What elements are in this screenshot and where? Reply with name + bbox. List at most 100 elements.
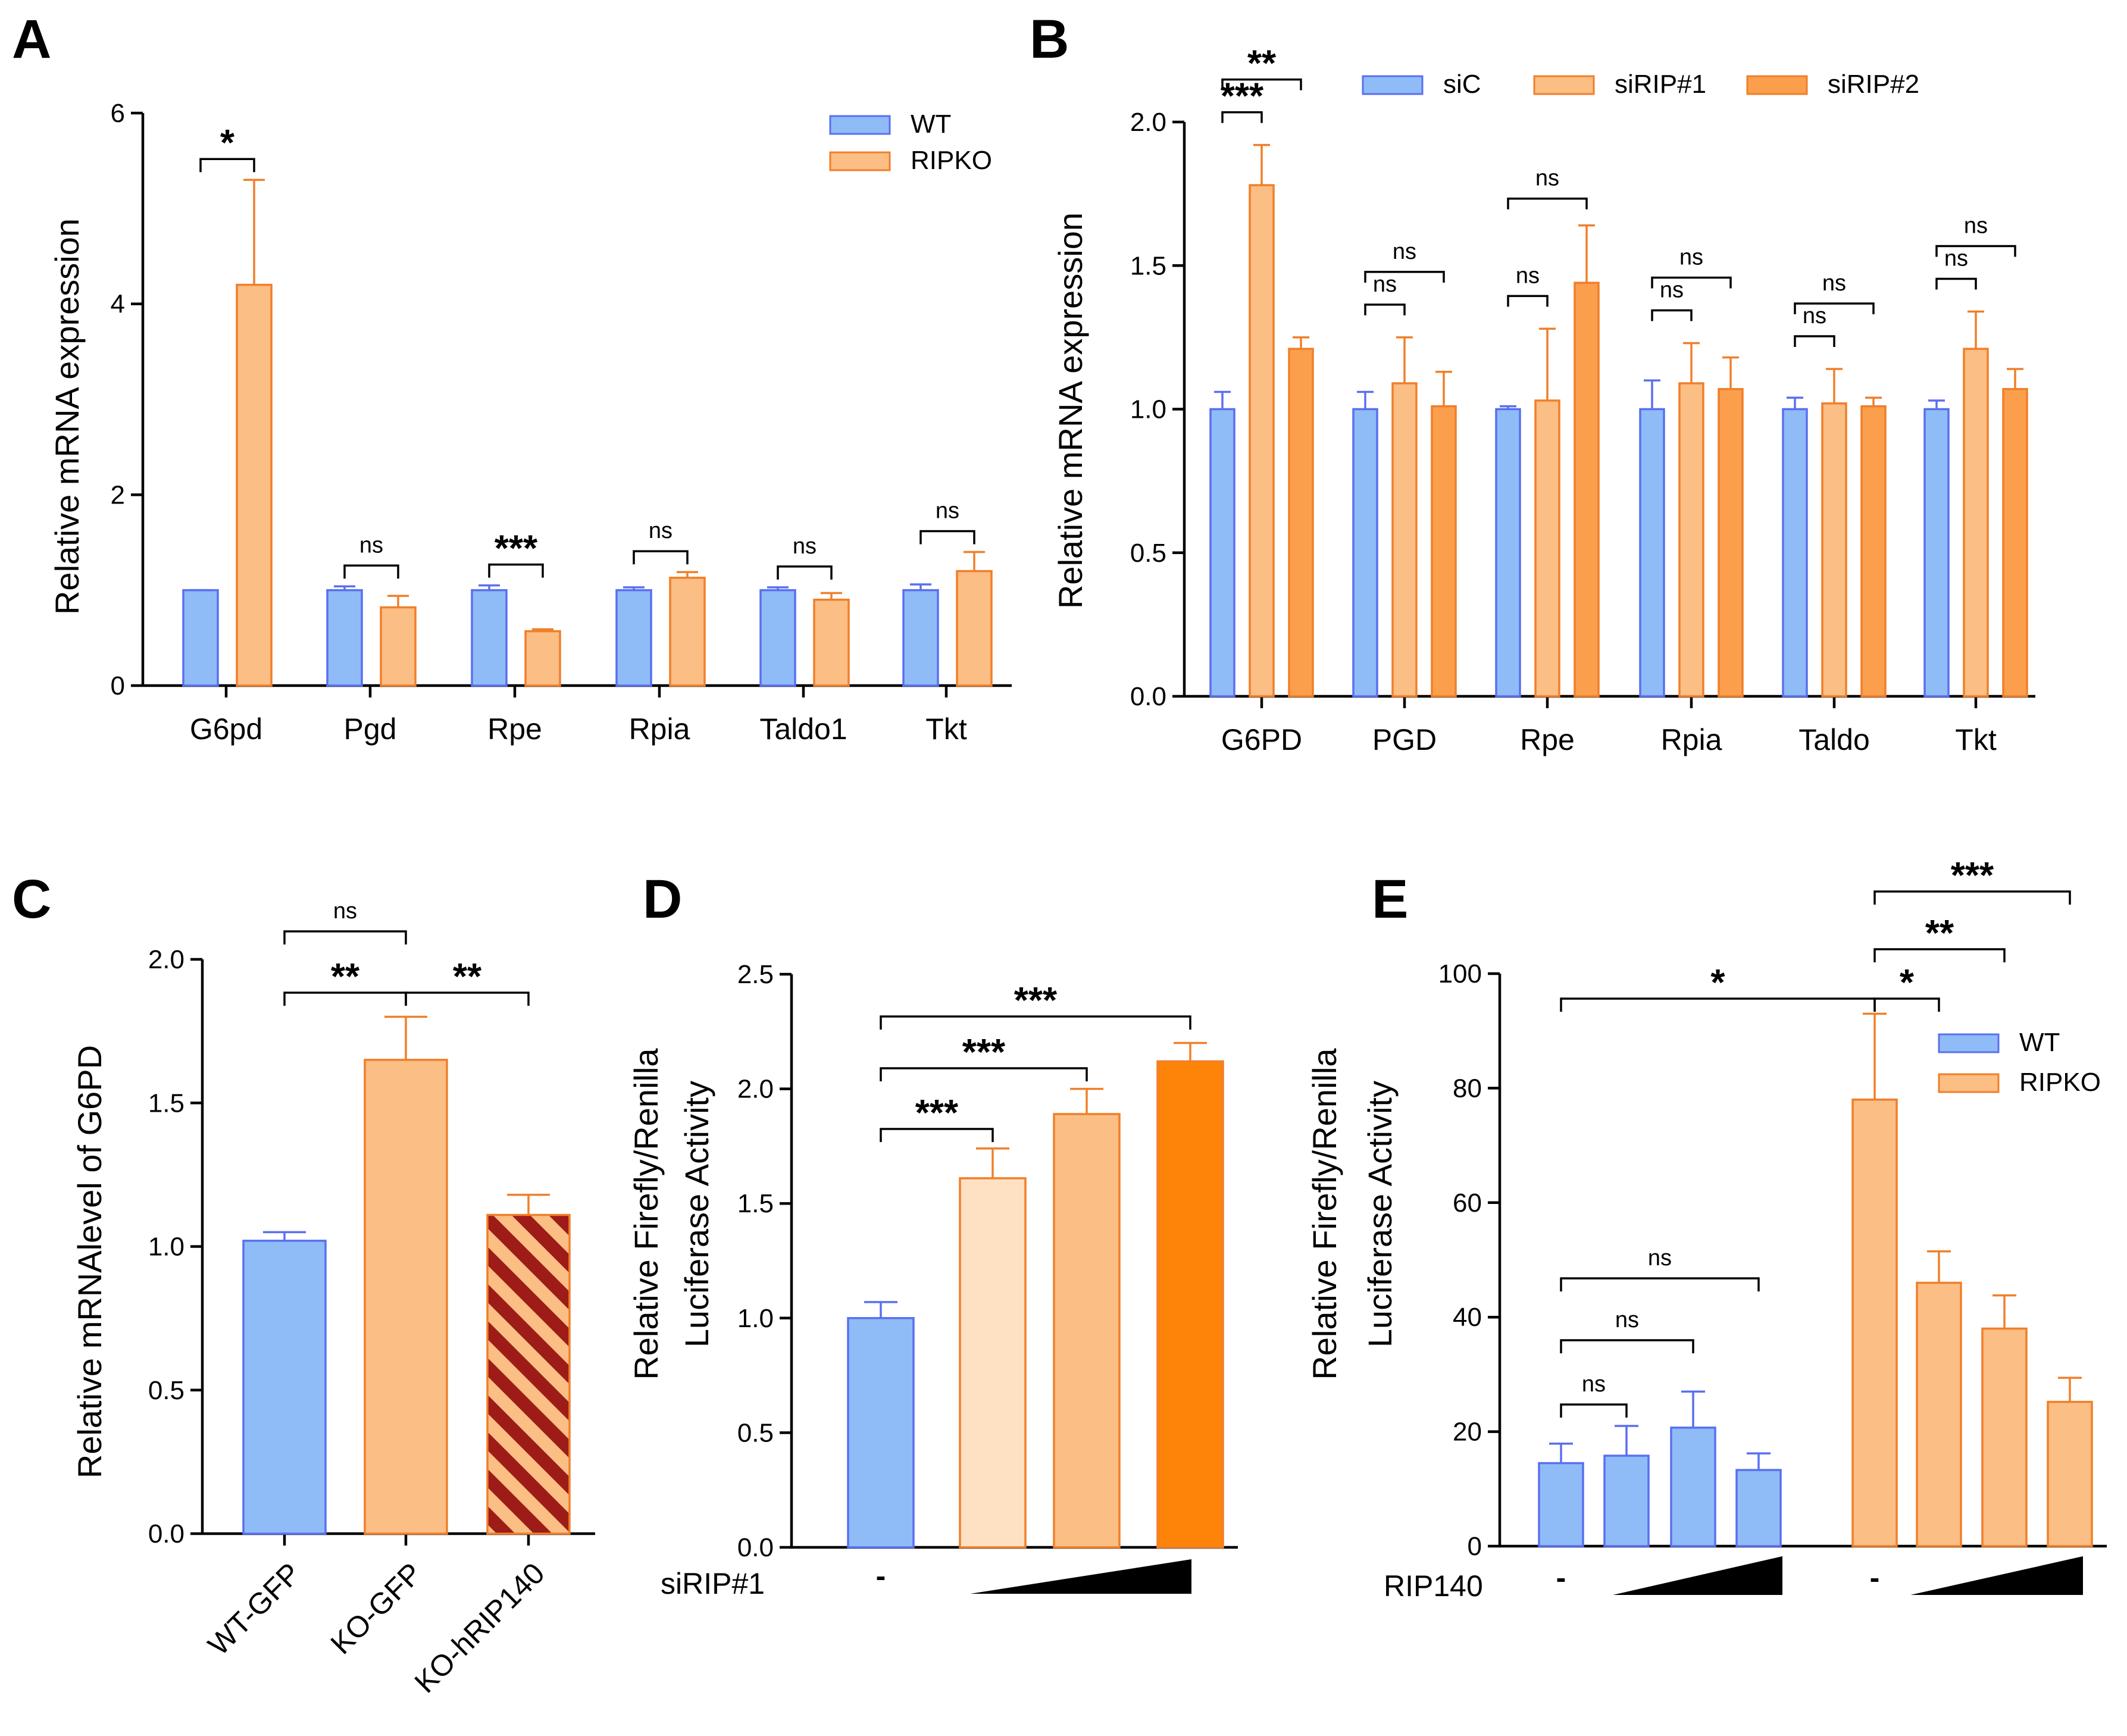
panel-a-category-label: Rpia: [629, 712, 690, 746]
panel-b-sig-bracket-sirip2-label: ns: [1535, 166, 1559, 191]
panel-d-ytick-label: 1.5: [737, 1189, 774, 1218]
panel-e-dose-wedge-wt: [1613, 1556, 1782, 1595]
panel-e-control-label-wt: -: [1556, 1561, 1566, 1594]
panel-b-bar-sirip2: [2002, 387, 2028, 697]
panel-b-ytick-label: 2.0: [1130, 108, 1166, 137]
panel-b-bar-sic: [1923, 408, 1950, 697]
panel-e-x-label: RIP140: [1384, 1569, 1483, 1603]
panel-e-bar-ripko: [2047, 1400, 2093, 1547]
panel-a-sig-bracket: [488, 563, 544, 578]
panel-a-sig-bracket-label: ns: [793, 534, 817, 559]
panel-e-ylabel-line1: Relative Firefly/Renilla: [1306, 1048, 1343, 1380]
panel-b-legend-sic-swatch: [1362, 75, 1424, 95]
panel-b-sig-bracket-sirip2: [1935, 245, 2016, 257]
panel-c-bar: [242, 1240, 327, 1535]
panel-e-sig-wt-3: [1560, 1277, 1760, 1291]
panel-c-letter: C: [12, 869, 51, 930]
panel-d-sig-2: [880, 1067, 1088, 1081]
panel-b-sig-bracket-sirip1: [1651, 309, 1693, 321]
panel-a-sig-bracket: [919, 530, 975, 545]
panel-a-legend-wt-swatch: [829, 115, 891, 135]
panel-b-bar-sirip1: [1963, 348, 1989, 697]
panel-d-x-label: siRIP#1: [661, 1567, 765, 1600]
panel-a-category-label: G6pd: [190, 712, 262, 746]
panel-a-category-label: Taldo1: [759, 712, 847, 746]
panel-b-bar-sic: [1209, 408, 1235, 697]
panel-e-sig-wt-ko-label: *: [1710, 962, 1725, 1003]
panel-a-sig-bracket-label: ns: [359, 533, 383, 558]
panel-c-ylabel: Relative mRNAlevel of G6PD: [71, 1045, 108, 1478]
panel-c-bar: [486, 1213, 571, 1535]
panel-c-sig-wt-ko-label: **: [331, 956, 360, 997]
panel-e-sig-ko-3: [1873, 890, 2071, 905]
panel-e-sig-ko-1-label: *: [1900, 962, 1915, 1003]
panel-b-sig-bracket-sirip2-label: ns: [1393, 239, 1416, 264]
panel-c-sig-wt-rescue-label: ns: [333, 899, 357, 924]
panel-e-legend-ripko-swatch: [1938, 1073, 2000, 1093]
panel-e-ylabel-line2: Luciferase Activity: [1361, 1081, 1399, 1347]
panel-a-sig-bracket: [343, 564, 399, 579]
panel-d-sig-1-label: ***: [915, 1093, 959, 1134]
panel-b-sig-bracket-sirip1: [1935, 277, 1977, 290]
panel-d-bar: [1053, 1113, 1121, 1549]
panel-a-legend-ripko-swatch: [829, 151, 891, 171]
panel-b-ytick-label: 1.5: [1130, 251, 1166, 280]
panel-d-bar: [959, 1177, 1027, 1549]
panel-e-bar-ripko: [1916, 1281, 1962, 1547]
panel-a-ytick-label: 6: [111, 99, 125, 128]
panel-d-ytick-label: 1.0: [737, 1304, 774, 1333]
panel-b-category-label: Taldo: [1798, 723, 1870, 756]
panel-e-bar-wt: [1670, 1427, 1716, 1547]
panel-c-sig-wt-rescue: [283, 930, 407, 944]
panel-b-legend-sirip2-label: siRIP#2: [1828, 70, 1919, 99]
panel-a-bar-ripko: [380, 606, 417, 687]
panel-d-ytick-label: 2.0: [737, 1075, 774, 1104]
panel-b-chart: 0.0 0.5 1.0 1.5 2.0 G6PD ***** PGD ns ns Rpe ns ns Rp…: [1130, 43, 2035, 756]
panel-b-bar-sirip1: [1678, 382, 1704, 697]
panel-c-ytick-label: 2.0: [148, 945, 184, 974]
panel-b-sig-bracket-sirip2: [1794, 302, 1875, 314]
panel-b-bar-sic: [1495, 408, 1521, 697]
panel-a-category-label: Tkt: [925, 712, 967, 746]
panel-a-bar-ripko: [813, 598, 850, 687]
panel-c-ytick-label: 1.0: [148, 1233, 184, 1262]
panel-e-sig-ko-3-label: ***: [1951, 855, 1994, 896]
panel-b-bar-sirip2: [1574, 281, 1600, 697]
panel-e-ytick-label: 20: [1453, 1418, 1482, 1447]
panel-b-bar-sirip1: [1391, 382, 1418, 697]
panel-b-sig-bracket-sirip1-label: ns: [1660, 278, 1684, 303]
panel-b-legend-sirip1-label: siRIP#1: [1615, 70, 1706, 99]
panel-b-category-label: G6PD: [1221, 723, 1302, 756]
panel-e-dose-wedge-ko: [1910, 1556, 2083, 1595]
panel-a-sig-bracket: [199, 158, 255, 173]
panel-b-sig-bracket-sirip1: [1221, 111, 1263, 123]
panel-b-bar-sic: [1352, 408, 1378, 697]
panel-b-ytick-label: 1.0: [1130, 395, 1166, 424]
panel-e-ytick-label: 80: [1453, 1074, 1482, 1103]
panel-d-sig-3: [880, 1015, 1191, 1030]
panel-b-sig-bracket-sirip2: [1651, 276, 1732, 289]
panel-b-sig-bracket-sirip1-label: ns: [1373, 272, 1397, 297]
panel-b-sig-bracket-sirip2-label: ns: [1679, 245, 1703, 270]
panel-b-sig-bracket-sirip1: [1794, 335, 1835, 347]
panel-a-sig-bracket-label: *: [220, 123, 235, 164]
panel-e-control-label-ko: -: [1870, 1561, 1880, 1594]
panel-a-sig-bracket-label: ***: [495, 528, 538, 570]
panel-e-ytick-label: 0: [1468, 1532, 1482, 1561]
panel-b-sig-bracket-sirip2-label: **: [1247, 43, 1277, 85]
panel-b-sig-bracket-sirip1: [1364, 304, 1406, 315]
panel-e-sig-wt-3-label: ns: [1648, 1246, 1672, 1271]
panel-a-legend-wt-label: WT: [911, 110, 951, 139]
panel-e-bar-ripko: [1851, 1098, 1898, 1547]
panel-a-bar-wt: [615, 589, 652, 687]
panel-a-bar-ripko: [236, 283, 273, 687]
panel-d-sig-3-label: ***: [1014, 980, 1058, 1021]
panel-c-ytick-label: 0.0: [148, 1519, 184, 1549]
panel-b-bar-sirip1: [1249, 184, 1275, 697]
panel-d-ytick-label: 0.5: [737, 1418, 774, 1447]
panel-b-letter: B: [1030, 9, 1069, 70]
panel-a-bar-ripko: [524, 630, 561, 687]
panel-b-bar-sirip1: [1534, 399, 1560, 697]
